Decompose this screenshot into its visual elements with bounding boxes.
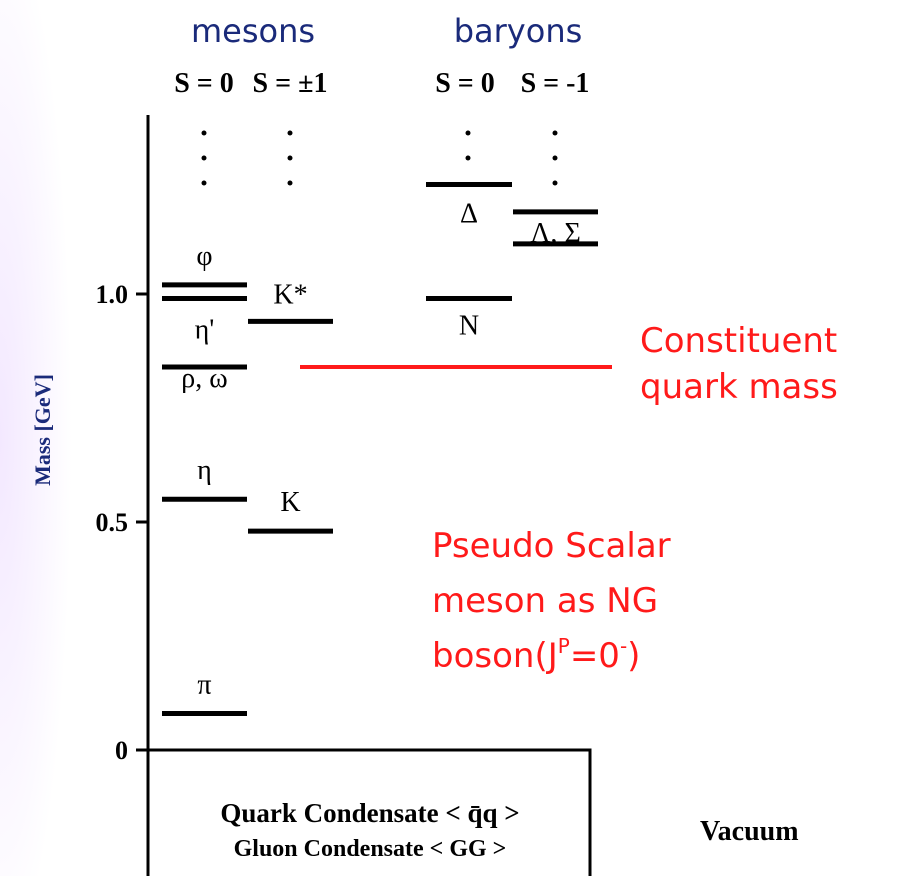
vacuum-text: Quark Condensate < q̄q > — [220, 798, 519, 828]
axis-label: Mass [GeV] — [30, 374, 55, 486]
group-label: mesons — [191, 12, 315, 50]
ng-text-part: boson(J — [432, 636, 558, 676]
y-tick-label: 0 — [115, 736, 128, 765]
ng-text: Pseudo Scalar — [432, 526, 671, 566]
y-tick-label: 1.0 — [96, 280, 129, 309]
vacuum-label: Vacuum — [700, 816, 799, 847]
level-label: Δ — [460, 199, 478, 230]
group-label: baryons — [454, 12, 583, 50]
constituent-text: Constituent — [640, 321, 837, 361]
ng-text: meson as NG — [432, 581, 658, 621]
constituent-text: quark mass — [640, 367, 838, 407]
background — [0, 0, 120, 876]
column-header: S = 0 — [174, 68, 234, 99]
level-label: φ — [196, 241, 212, 272]
level-label: η' — [195, 315, 215, 346]
level-label: π — [197, 670, 211, 701]
ellipsis — [201, 130, 558, 186]
ng-text-part: ) — [627, 636, 640, 676]
vacuum-text: Gluon Condensate < GG > — [234, 836, 507, 862]
y-tick-label: 0.5 — [96, 508, 129, 537]
level-label: K* — [273, 279, 307, 310]
level-label: N — [459, 311, 479, 342]
column-header: S = 0 — [435, 68, 495, 99]
level-label: ρ, ω — [181, 363, 227, 394]
column-header: S = -1 — [521, 68, 590, 99]
ng-text-part: =0 — [570, 636, 620, 676]
ng-text: boson(JP=0-) — [432, 634, 640, 676]
vacuum-box — [146, 748, 592, 876]
column-header: S = ±1 — [253, 68, 328, 99]
ng-text-part: P — [558, 634, 570, 658]
level-label: η — [197, 455, 212, 486]
ng-text-part: - — [620, 634, 627, 658]
level-label: K — [280, 487, 300, 518]
